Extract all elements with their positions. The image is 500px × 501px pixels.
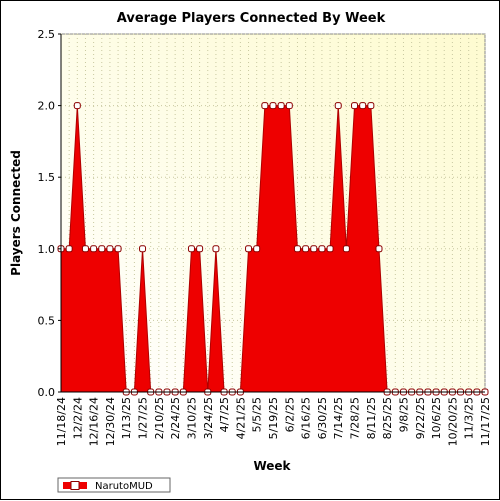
x-tick-label: 1/27/25 xyxy=(137,397,150,439)
x-tick-label: 4/7/25 xyxy=(218,397,231,432)
x-tick-label: 6/16/25 xyxy=(300,397,313,439)
x-tick-label: 3/10/25 xyxy=(185,397,198,439)
data-point xyxy=(90,245,98,253)
data-point xyxy=(285,102,293,110)
x-tick-label: 3/24/25 xyxy=(202,397,215,439)
data-point xyxy=(114,245,122,253)
x-tick-label: 7/28/25 xyxy=(349,397,362,439)
y-tick-labels: 0.0 0.5 1.0 1.5 2.0 2.5 xyxy=(38,28,61,399)
data-point xyxy=(261,102,269,110)
data-point xyxy=(310,245,318,253)
data-point xyxy=(342,245,350,253)
data-point xyxy=(302,245,310,253)
data-point xyxy=(212,245,220,253)
x-tick-label: 7/14/25 xyxy=(332,397,345,439)
y-tick-label: 2.5 xyxy=(38,28,56,41)
x-tick-label: 8/11/25 xyxy=(365,397,378,439)
data-point xyxy=(277,102,285,110)
x-tick-label: 8/25/25 xyxy=(381,397,394,439)
x-tick-label: 9/8/25 xyxy=(397,397,410,432)
data-point xyxy=(73,102,81,110)
legend-label: NarutoMUD xyxy=(95,481,153,492)
data-point xyxy=(334,102,342,110)
axis-layer xyxy=(60,34,485,393)
x-tick-label: 11/3/25 xyxy=(463,397,476,439)
x-tick-label: 2/10/25 xyxy=(153,397,166,439)
legend: NarutoMUD xyxy=(57,477,171,493)
data-point xyxy=(375,245,383,253)
x-tick-label: 12/16/24 xyxy=(88,397,101,446)
x-tick-label: 1/13/25 xyxy=(120,397,133,439)
y-tick-label: 1.0 xyxy=(38,243,56,256)
x-tick-label: 10/6/25 xyxy=(430,397,443,439)
x-tick-label: 5/19/25 xyxy=(267,397,280,439)
data-point xyxy=(318,245,326,253)
x-tick-labels: 11/18/24 12/2/24 12/16/24 12/30/24 1/13/25 1/… xyxy=(55,397,492,446)
data-point xyxy=(196,245,204,253)
data-point xyxy=(98,245,106,253)
data-point xyxy=(269,102,277,110)
y-tick-label: 1.5 xyxy=(38,171,56,184)
x-tick-label: 4/21/25 xyxy=(234,397,247,439)
data-point xyxy=(293,245,301,253)
data-point xyxy=(106,245,114,253)
y-axis-title: Players Connected xyxy=(9,150,23,276)
data-point xyxy=(65,245,73,253)
x-tick-label: 12/30/24 xyxy=(104,397,117,446)
data-point xyxy=(367,102,375,110)
x-tick-label: 6/30/25 xyxy=(316,397,329,439)
data-point xyxy=(351,102,359,110)
x-tick-label: 11/17/25 xyxy=(479,397,492,446)
data-point xyxy=(245,245,253,253)
legend-marker xyxy=(70,481,80,490)
data-point xyxy=(359,102,367,110)
data-point xyxy=(81,245,89,253)
x-tick-label: 5/5/25 xyxy=(251,397,264,432)
data-point xyxy=(253,245,261,253)
data-point xyxy=(326,245,334,253)
x-tick-label: 9/22/25 xyxy=(414,397,427,439)
marker-layer xyxy=(57,102,489,396)
x-axis-title: Week xyxy=(253,459,291,473)
x-tick-label: 6/2/25 xyxy=(283,397,296,432)
y-tick-label: 0.5 xyxy=(38,314,56,327)
y-tick-label: 2.0 xyxy=(38,100,56,113)
y-tick-label: 0.0 xyxy=(38,386,56,399)
data-point xyxy=(187,245,195,253)
x-tick-label: 11/18/24 xyxy=(55,397,68,446)
data-point xyxy=(139,245,147,253)
x-tick-label: 10/20/25 xyxy=(446,397,459,446)
x-tick-label: 2/24/25 xyxy=(169,397,182,439)
chart-title: Average Players Connected By Week xyxy=(117,11,386,26)
x-tick-label: 12/2/24 xyxy=(71,397,84,439)
